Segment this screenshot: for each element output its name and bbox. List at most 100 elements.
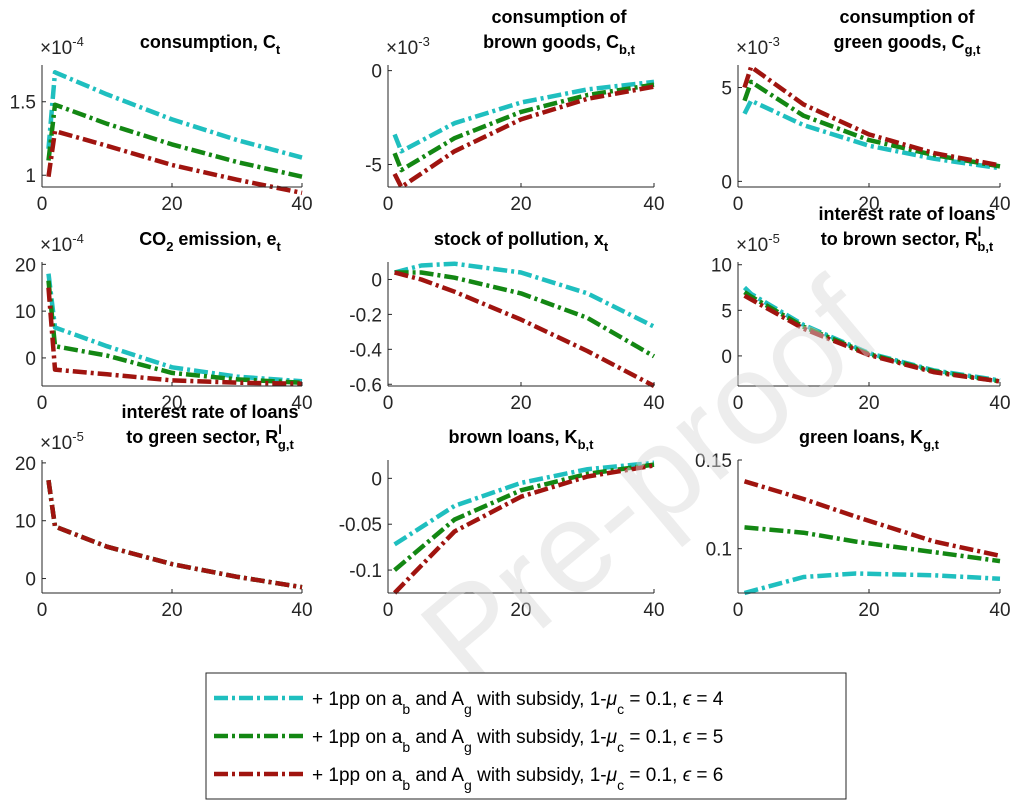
panel-title: consumption, Ct	[140, 32, 281, 57]
y-tick-label: 10	[711, 256, 732, 277]
y-tick-label: -0.1	[349, 561, 382, 582]
y-tick-label: 0	[25, 349, 36, 370]
y-tick-label: -0.4	[349, 340, 382, 361]
y-tick-label: 10	[15, 512, 36, 533]
series-line-3	[392, 84, 655, 190]
series-line-2	[46, 102, 303, 179]
x-tick-label: 40	[989, 393, 1010, 414]
legend: + 1pp on ab and Ag with subsidy, 1-μc = …	[205, 672, 847, 800]
series-line-1	[393, 460, 655, 547]
y-tick-label: 0	[25, 570, 36, 591]
x-tick-label: 40	[643, 393, 664, 414]
series-line-3	[46, 287, 303, 386]
legend-label-2: + 1pp on ab and Ag with subsidy, 1-μc = …	[312, 727, 723, 755]
panel-title: brown loans, Kb,t	[449, 427, 595, 452]
x-tick-label: 20	[858, 393, 879, 414]
panel-title: CO2 emission, et	[139, 229, 281, 254]
x-tick-label: 0	[383, 194, 394, 215]
series-line-1	[394, 261, 656, 329]
x-tick-label: 0	[37, 393, 48, 414]
x-tick-label: 20	[510, 600, 531, 621]
legend-label-3: + 1pp on ab and Ag with subsidy, 1-μc = …	[312, 765, 723, 793]
series-line-1	[46, 70, 303, 160]
series-line-3	[46, 128, 303, 196]
y-tick-label: 20	[15, 255, 36, 276]
panel-1: 0 20 40 1 1.5 ×10-4 consumption, Ct	[10, 32, 313, 215]
x-tick-label: 40	[291, 600, 312, 621]
axis-exponent: ×10-3	[736, 34, 780, 59]
panel-5: 0 20 40 -0.6 -0.4 -0.2 0 stock of pollution, xt	[349, 229, 664, 414]
series-line-1	[392, 79, 655, 154]
y-tick-label: -5	[365, 155, 382, 176]
x-tick-label: 0	[733, 393, 744, 414]
series-line-1	[743, 571, 1001, 596]
y-tick-label: 1	[25, 166, 36, 187]
axis-exponent: ×10-5	[736, 231, 780, 256]
series-line-2	[46, 280, 303, 385]
watermark: Pre-proof	[394, 251, 904, 712]
series-line-2	[392, 82, 655, 173]
series-line-3	[46, 479, 303, 590]
y-tick-label: -0.05	[339, 515, 382, 536]
axis-exponent: ×10-5	[40, 429, 84, 454]
y-tick-label: 0	[721, 347, 732, 368]
y-tick-label: -0.2	[349, 305, 382, 326]
y-tick-label: 0	[371, 62, 382, 83]
y-tick-label: 5	[721, 79, 732, 100]
x-tick-label: 20	[510, 393, 531, 414]
y-tick-label: 1.5	[10, 93, 36, 114]
series-line-1	[46, 479, 303, 590]
x-tick-label: 0	[383, 600, 394, 621]
y-tick-label: 10	[15, 302, 36, 323]
panel-title: to green sector, Rl g,t	[126, 422, 294, 452]
x-tick-label: 0	[733, 600, 744, 621]
panel-title: green loans, Kg,t	[799, 427, 940, 452]
axis-exponent: ×10-3	[386, 34, 430, 59]
y-tick-label: 0	[371, 469, 382, 490]
panel-9: 0 20 40 0.1 0.15 green loans, Kg,t	[695, 427, 1011, 621]
x-tick-label: 40	[643, 600, 664, 621]
y-tick-label: 0.1	[706, 540, 732, 561]
series-line-2	[742, 79, 1001, 169]
axis-exponent: ×10-4	[40, 231, 84, 256]
series-line-3	[743, 293, 1001, 384]
axis-exponent: ×10-4	[40, 34, 84, 59]
x-tick-label: 40	[291, 194, 312, 215]
x-tick-label: 20	[510, 194, 531, 215]
panel-title: stock of pollution, xt	[434, 229, 609, 254]
y-tick-label: 20	[15, 454, 36, 475]
series-line-2	[744, 525, 1001, 564]
x-tick-label: 20	[858, 194, 879, 215]
panel-title-line1: consumption of	[492, 7, 628, 27]
series-line-2	[394, 270, 656, 359]
panel-title: green goods, Cg,t	[834, 32, 982, 57]
y-tick-label: 0	[721, 172, 732, 193]
x-tick-label: 40	[989, 194, 1010, 215]
x-tick-label: 20	[161, 600, 182, 621]
panel-title-line1: interest rate of loans	[818, 204, 995, 224]
y-tick-label: 5	[721, 301, 732, 322]
y-tick-label: 0.15	[695, 451, 732, 472]
series-line-2	[46, 479, 303, 590]
series-line-3	[394, 270, 656, 388]
series-line-1	[742, 98, 1001, 171]
x-tick-label: 20	[161, 393, 182, 414]
panel-title: to brown sector, Rl b,t	[821, 224, 994, 254]
series-line-3	[742, 64, 1001, 168]
panel-8: 0 20 40 -0.1 -0.05 0 brown loans, Kb,t	[339, 427, 665, 621]
panel-title-line1: consumption of	[840, 7, 976, 27]
x-tick-label: 0	[383, 393, 394, 414]
legend-label-1: + 1pp on ab and Ag with subsidy, 1-μc = …	[312, 689, 724, 717]
panel-title-line1: interest rate of loans	[121, 402, 298, 422]
x-tick-label: 0	[37, 194, 48, 215]
x-tick-label: 0	[733, 194, 744, 215]
x-tick-label: 0	[37, 600, 48, 621]
x-tick-label: 40	[291, 393, 312, 414]
x-tick-label: 20	[858, 600, 879, 621]
panel-3: 0 20 40 0 5×10-3 consumption of green goods, C…	[721, 7, 1010, 215]
